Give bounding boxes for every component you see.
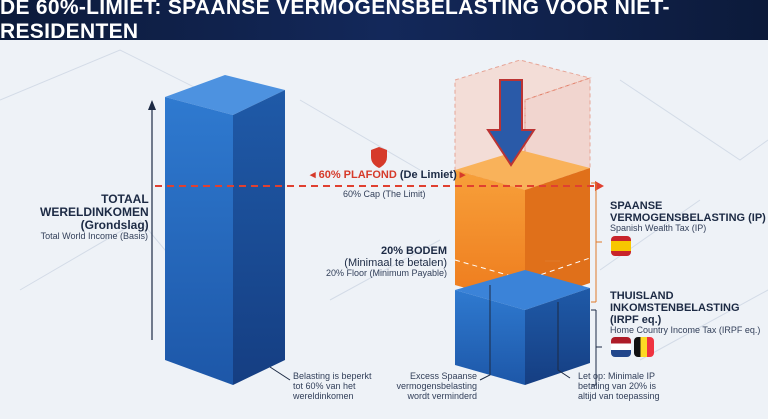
- spain-flag-icon: [611, 236, 631, 256]
- home-tax-label: THUISLAND INKOMSTENBELASTING (IRPF eq.) …: [610, 290, 761, 336]
- note-excess: Excess Spaanse vermogensbelasting wordt ve…: [396, 371, 477, 401]
- reduction-arrow-icon: [486, 79, 536, 167]
- home-income-tax-block: [455, 270, 590, 385]
- total-income-label: TOTAAL WERELDINKOMEN (Grondslag): [40, 192, 149, 233]
- spanish-tax-label: SPAANSE VERMOGENSBELASTING (IP) Spanish …: [610, 200, 766, 234]
- spanish-wealth-tax-block: [454, 150, 591, 305]
- cap-label: ◂ 60% PLAFOND (De Limiet) ▸: [310, 169, 466, 181]
- floor-label: 20% BODEM (Minimaal te betalen) 20% Floo…: [325, 245, 447, 279]
- cap-subtitle: 60% Cap (The Limit): [343, 189, 426, 199]
- home-tax-bracket: [591, 309, 602, 386]
- header: DE 60%-LIMIET: SPAANSE VERMOGENSBELASTIN…: [0, 0, 768, 43]
- netherlands-flag-icon: [611, 337, 631, 357]
- background-network: [0, 49, 768, 361]
- note-floor: Let op: Minimale IP betaling van 20% is al…: [578, 371, 660, 401]
- cap-line: [155, 181, 604, 191]
- belgium-flag-icon: [634, 337, 654, 357]
- page-title: DE 60%-LIMIET: SPAANSE VERMOGENSBELASTIN…: [0, 0, 670, 43]
- total-income-subtitle: Total World Income (Basis): [40, 231, 148, 241]
- diagram: [0, 49, 768, 386]
- note-cap: Belasting is beperkt tot 60% van het werel…: [293, 371, 372, 401]
- spanish-tax-bracket: [591, 182, 602, 303]
- shield-icon: [371, 147, 387, 168]
- income-axis-arrow: [148, 100, 156, 340]
- total-world-income-block: [165, 75, 285, 385]
